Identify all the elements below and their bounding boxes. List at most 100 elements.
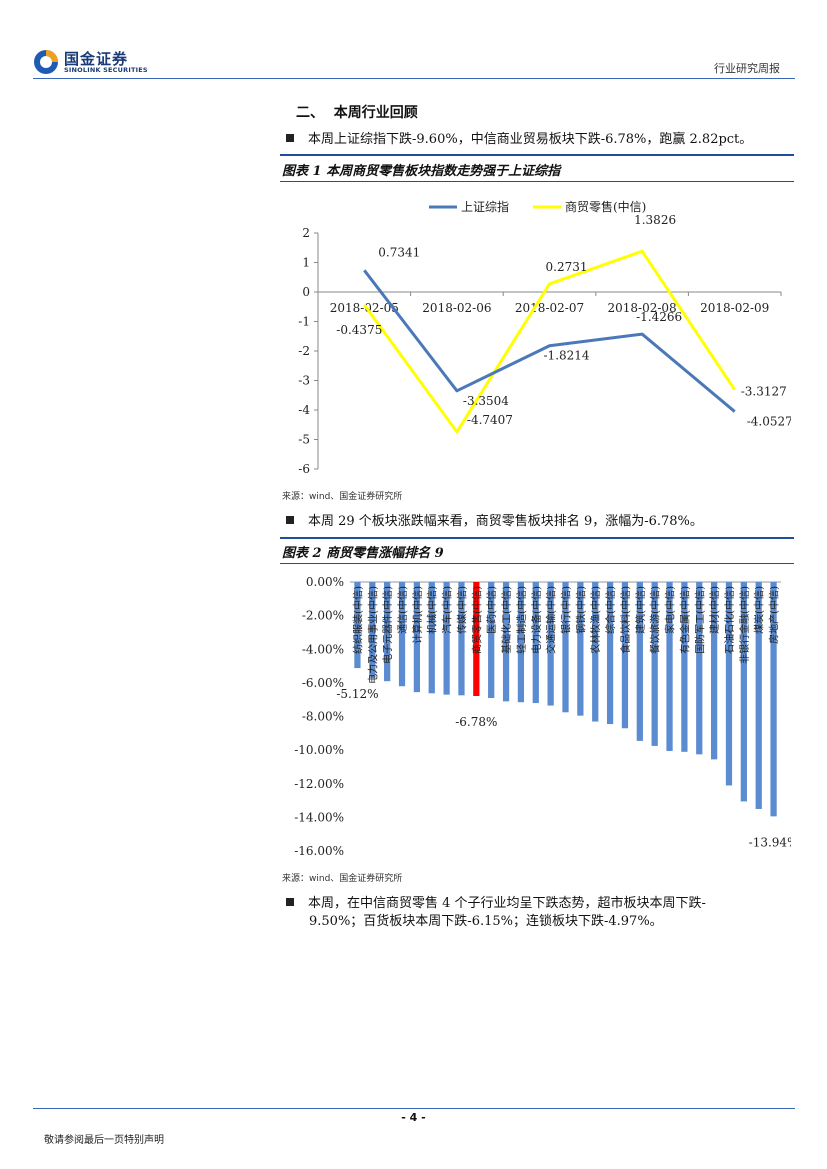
category-label: 计算机(中信): [411, 586, 424, 644]
category-label: 轻工制造(中信): [515, 586, 528, 654]
figure1-title: 图表 1 本周商贸零售板块指数走势强于上证综指: [282, 164, 561, 179]
category-label: 建材(中信): [708, 586, 721, 634]
data-label: -4.7407: [467, 413, 513, 427]
data-label: -5.12%: [336, 687, 378, 701]
bullet-text-1: 本周上证综指下跌-9.60%，中信商业贸易板块下跌-6.78%，跑赢 2.82p…: [308, 132, 753, 147]
x-tick-label: 2018-02-07: [515, 301, 584, 315]
bar: [696, 582, 703, 755]
category-label: 商贸零售(中信): [470, 586, 483, 654]
category-label: 综合(中信): [604, 586, 617, 634]
bullet-square-icon: [286, 516, 294, 524]
category-label: 汽车(中信): [441, 586, 454, 634]
bar: [770, 582, 777, 817]
y-tick-label: -2: [298, 344, 310, 358]
category-label: 有色金属(中信): [678, 586, 691, 654]
data-label: 0.2731: [546, 260, 588, 274]
category-label: 医药(中信): [485, 586, 498, 634]
bar: [458, 582, 465, 696]
page-number: - 4 -: [401, 1111, 426, 1124]
y-tick-label: 0.00%: [306, 575, 344, 589]
x-tick-label: 2018-02-08: [608, 301, 677, 315]
bar: [562, 582, 569, 713]
chart-legend: 上证综指 商贸零售(中信): [429, 199, 646, 214]
bullet-text-2: 本周 29 个板块涨跌幅来看，商贸零售板块排名 9，涨幅为-6.78%。: [308, 514, 703, 529]
y-tick-label: -8.00%: [302, 710, 344, 724]
bar: [621, 582, 629, 729]
bar-highlight: [473, 582, 480, 696]
bar-chart: 0.00% -2.00% -4.00% -6.00% -8.00% -10.00% -12.…: [281, 566, 791, 866]
data-label: 1.3826: [634, 213, 676, 227]
category-label: 餐饮旅游(中信): [649, 586, 662, 654]
bar: [517, 582, 525, 703]
category-label: 石油石化(中信): [723, 586, 736, 654]
data-label: -1.4266: [636, 310, 682, 324]
bullet-paragraph-1: 本周上证综指下跌-9.60%，中信商业贸易板块下跌-6.78%，跑赢 2.82p…: [286, 131, 752, 149]
bar: [547, 582, 554, 706]
category-label: 家电(中信): [664, 586, 677, 634]
category-label: 房地产(中信): [768, 586, 781, 644]
y-tick-label: 0: [302, 285, 310, 299]
bar: [710, 582, 718, 760]
x-tick-label: 2018-02-06: [422, 301, 491, 315]
y-tick-label: -4.00%: [302, 642, 344, 656]
bullet-paragraph-2: 本周 29 个板块涨跌幅来看，商贸零售板块排名 9，涨幅为-6.78%。: [286, 513, 703, 531]
y-tick-label: -3: [298, 374, 310, 388]
bar: [606, 582, 614, 725]
category-label: 电力及公用事业(中信): [366, 586, 379, 684]
bar: [666, 582, 673, 751]
category-label: 银行(中信): [560, 586, 573, 634]
y-tick-label: -12.00%: [294, 777, 344, 791]
y-tick-label: -2.00%: [302, 609, 344, 623]
y-tick-label: -6: [298, 462, 310, 476]
bar: [413, 582, 421, 693]
category-label: 纺织服装(中信): [351, 586, 364, 654]
bar: [577, 582, 584, 716]
bar: [488, 582, 495, 699]
bar: [725, 582, 733, 786]
legend-label-szzz: 上证综指: [461, 199, 509, 214]
bar: [398, 582, 406, 687]
logo-text-cn: 国金证券: [64, 50, 129, 68]
y-tick-label: 1: [302, 256, 310, 270]
logo-text-en: SINOLINK SECURITIES: [64, 66, 148, 74]
y-tick-label: 2: [302, 226, 310, 240]
section-title: 二、 本周行业回顾: [296, 105, 418, 121]
y-tick-label: -14.00%: [294, 810, 344, 824]
y-tick-label: -1: [298, 315, 310, 329]
x-tick-label: 2018-02-09: [700, 301, 769, 315]
data-label: -13.94%: [749, 835, 791, 849]
data-label: -6.78%: [455, 715, 497, 729]
data-label: -4.0527: [747, 415, 791, 429]
report-type: 行业研究周报: [714, 62, 780, 75]
series-line-retail: [363, 249, 736, 434]
bar: [502, 582, 510, 702]
y-tick-label: -5: [298, 433, 310, 447]
bar: [384, 582, 391, 682]
y-tick-label: -10.00%: [294, 743, 344, 757]
category-label: 机械(中信): [426, 586, 439, 634]
bar: [369, 582, 376, 678]
footer-disclaimer: 敬请参阅最后一页特别声明: [44, 1135, 164, 1146]
bar: [740, 582, 747, 802]
data-label: 0.7341: [378, 245, 420, 259]
category-label: 非银行金融(中信): [738, 586, 751, 664]
category-label: 钢铁(中信): [574, 586, 587, 634]
footer-divider: [33, 1108, 795, 1109]
category-label: 交通运输(中信): [545, 586, 558, 654]
bar: [636, 582, 643, 741]
line-chart: 上证综指 商贸零售(中信) 2 1 0 -1 -2 -3 -4 -5 -6 2018-02-05…: [281, 184, 791, 484]
data-label: -0.4375: [336, 323, 382, 337]
figure2-source: 来源：wind、国金证券研究所: [282, 874, 403, 884]
category-label: 国防军工(中信): [693, 586, 706, 654]
bar: [651, 582, 658, 746]
bullet-text-3-line1: 本周，在中信商贸零售 4 个子行业均呈下跌态势，超市板块本周下跌-: [308, 896, 706, 911]
y-tick-label: -6.00%: [302, 676, 344, 690]
category-label: 煤炭(中信): [753, 586, 766, 634]
y-tick-label: -4: [298, 403, 310, 417]
bar: [532, 582, 539, 704]
bullet-text-3-line2: 9.50%；百货板块本周下跌-6.15%；连锁板块下跌-4.97%。: [309, 914, 663, 929]
figure1-source: 来源：wind、国金证券研究所: [282, 492, 403, 502]
bar: [681, 582, 688, 752]
bar: [755, 582, 762, 809]
figure1-title-rule: [280, 181, 794, 182]
